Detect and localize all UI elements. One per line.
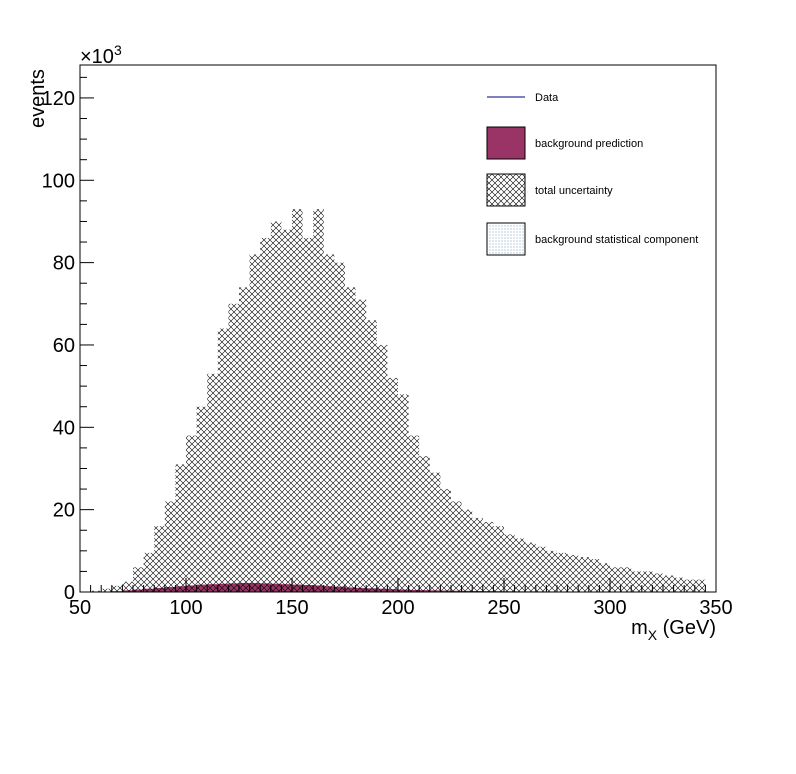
uncertainty-bar: [567, 554, 579, 592]
uncertainty-bar: [302, 237, 314, 592]
x-axis-title-main: m: [631, 617, 648, 639]
uncertainty-bar: [196, 406, 208, 592]
y-tick-label: 0: [64, 582, 75, 604]
uncertainty-bar: [164, 501, 176, 592]
x-axis-title-unit: (GeV): [657, 617, 716, 639]
uncertainty-bar: [673, 577, 685, 592]
uncertainty-bar: [239, 287, 250, 592]
uncertainty-bar: [525, 542, 536, 592]
uncertainty-bar: [387, 377, 398, 592]
x-tick-label: 300: [593, 597, 626, 619]
uncertainty-bar: [143, 552, 155, 592]
uncertainty-bar: [111, 585, 123, 592]
y-axis-multiplier: ×103: [80, 42, 122, 68]
uncertainty-bar: [281, 229, 292, 592]
y-tick-label: 60: [53, 335, 75, 357]
legend-label: Data: [535, 92, 559, 104]
y-axis: 0 20 40 60 80 100 120: [42, 76, 94, 604]
y-multiplier-exponent: 3: [114, 42, 122, 58]
uncertainty-bar: [610, 567, 621, 592]
y-axis-title: events: [27, 69, 49, 128]
y-tick-label: 20: [53, 500, 75, 522]
uncertainty-bar: [440, 489, 451, 592]
uncertainty-bar: [578, 557, 589, 592]
uncertainty-bar: [588, 559, 600, 592]
uncertainty-bar: [652, 573, 663, 592]
uncertainty-bar: [535, 546, 547, 592]
uncertainty-bar: [514, 538, 526, 592]
uncertainty-bar: [620, 567, 632, 592]
uncertainty-bar: [398, 394, 409, 592]
uncertainty-bar: [451, 501, 462, 592]
x-axis-title: mX (GeV): [631, 617, 716, 643]
x-tick-label: 150: [275, 597, 308, 619]
uncertainty-bar: [217, 328, 229, 592]
uncertainty-bar: [133, 567, 144, 592]
uncertainty-bar: [334, 262, 345, 592]
uncertainty-bar: [472, 517, 483, 592]
uncertainty-bar: [355, 299, 367, 592]
uncertainty-bar: [694, 579, 706, 592]
uncertainty-bar: [408, 435, 420, 592]
total-uncertainty-series: [90, 209, 706, 592]
uncertainty-bar: [323, 254, 335, 592]
uncertainty-bar: [101, 588, 112, 592]
legend-label: background statistical component: [535, 234, 698, 246]
x-tick-label: 350: [699, 597, 732, 619]
uncertainty-bar: [557, 552, 568, 592]
x-tick-label: 250: [487, 597, 520, 619]
uncertainty-bar: [429, 472, 441, 592]
uncertainty-bar: [504, 534, 515, 592]
uncertainty-bar: [493, 526, 504, 592]
uncertainty-bar: [228, 303, 239, 592]
x-tick-label: 50: [69, 597, 91, 619]
uncertainty-bar: [90, 590, 102, 592]
legend-label: background prediction: [535, 138, 643, 150]
uncertainty-bar: [376, 344, 388, 592]
uncertainty-bar: [249, 254, 261, 592]
uncertainty-bar: [175, 464, 186, 592]
y-tick-label: 40: [53, 417, 75, 439]
uncertainty-bar: [366, 320, 377, 592]
uncertainty-bar: [631, 571, 642, 592]
uncertainty-bar: [482, 522, 494, 592]
legend-label: total uncertainty: [535, 185, 613, 197]
legend: Data background prediction total uncertain…: [486, 92, 698, 256]
uncertainty-bar: [186, 435, 197, 592]
uncertainty-bar: [546, 550, 557, 592]
uncertainty-bar: [345, 287, 356, 592]
uncertainty-bar: [684, 579, 695, 592]
legend-swatch: [486, 173, 526, 207]
x-tick-label: 100: [169, 597, 202, 619]
x-tick-label: 200: [381, 597, 414, 619]
uncertainty-bar: [292, 209, 303, 592]
y-tick-label: 100: [42, 170, 75, 192]
uncertainty-bar: [122, 581, 133, 592]
uncertainty-bar: [270, 221, 282, 592]
x-axis-title-sub: X: [648, 627, 658, 643]
y-tick-label: 80: [53, 253, 75, 275]
uncertainty-bar: [461, 509, 473, 592]
uncertainty-bar: [641, 571, 653, 592]
uncertainty-bar: [599, 563, 610, 592]
y-tick-label: 120: [42, 88, 75, 110]
uncertainty-bar: [260, 237, 271, 592]
legend-swatch: [486, 126, 526, 160]
uncertainty-bar: [663, 575, 674, 592]
legend-swatch: [486, 222, 526, 256]
uncertainty-bar: [154, 526, 165, 592]
uncertainty-bar: [419, 456, 430, 592]
uncertainty-bar: [313, 209, 324, 592]
x-axis: 50 100 150 200 250 300 350: [69, 578, 733, 619]
y-multiplier-base: ×10: [80, 46, 114, 68]
uncertainty-bar: [207, 373, 218, 592]
